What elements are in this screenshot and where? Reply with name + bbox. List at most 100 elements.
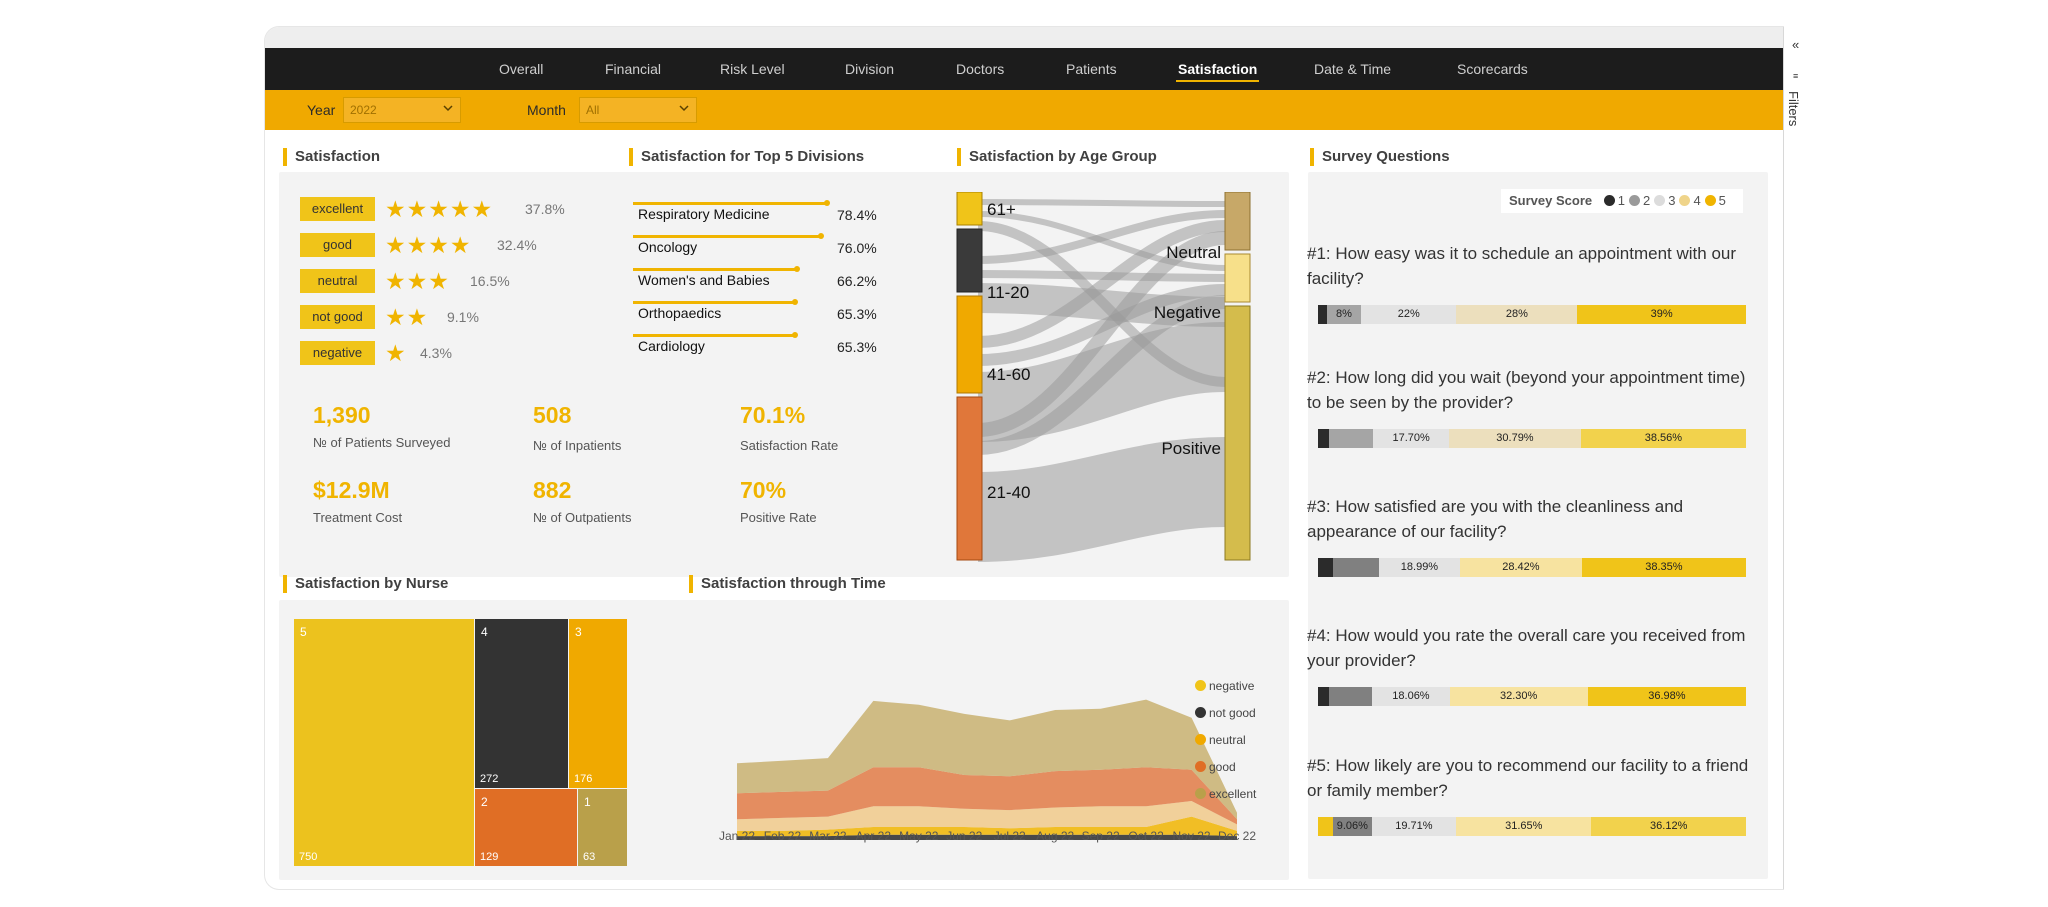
score-segment[interactable]: 19.71% [1371,817,1457,836]
question-text: #3: How satisfied are you with the clean… [1307,497,1684,541]
sankey-source-label: 41-60 [987,365,1030,384]
filters-pane-toggle[interactable]: Filters [1786,91,1801,127]
area-series-excellent[interactable] [737,699,1237,820]
sankey-node [1224,305,1251,561]
legend-dot-icon [1704,195,1716,206]
score-segment[interactable]: 39% [1577,305,1746,324]
score-segment[interactable] [1318,687,1329,706]
survey-legend-title: Survey Score [1509,193,1593,208]
area-series-not-good[interactable] [737,816,1237,837]
score-segment[interactable] [1318,305,1327,324]
filter-funnel-icon[interactable]: ≡ [1793,71,1799,81]
year-select[interactable]: 2022 [343,97,461,123]
score-segment[interactable] [1328,687,1373,706]
star-icon-row: ★★★ [385,268,450,294]
sankey-source-label: 11-20 [987,283,1029,302]
score-segment[interactable]: 36.12% [1591,817,1746,836]
chevron-down-icon [443,105,453,112]
x-axis-tick-label: May 22 [899,829,939,843]
tab-scorecards[interactable]: Scorecards [1457,61,1528,77]
score-segment[interactable]: 18.06% [1372,687,1450,706]
area-series-good[interactable] [737,767,1237,825]
question-score-bar: 18.99% 28.42% 38.35% [1318,558,1746,577]
tab-overall[interactable]: Overall [499,61,544,77]
score-segment[interactable]: 18.99% [1378,558,1461,577]
tab-date-time[interactable]: Date & Time [1314,61,1392,77]
score-segment[interactable] [1332,558,1379,577]
sankey-target-label: Negative [1154,303,1221,322]
nurse-id: 3 [575,625,582,639]
kpi-value: 70.1% [740,402,806,428]
tab-division[interactable]: Division [845,61,895,77]
nurse-id: 5 [300,625,307,639]
satisfaction-title: Satisfaction [283,148,380,166]
kpi-value: $12.9M [313,477,390,503]
rating-label: negative [300,341,375,365]
time-legend-item[interactable]: not good [1195,706,1256,720]
nurse-count: 63 [583,851,596,863]
time-chart-title: Satisfaction through Time [689,575,886,593]
time-legend-item[interactable]: excellent [1195,787,1256,801]
tab-satisfaction[interactable]: Satisfaction [1175,48,1260,90]
score-segment[interactable]: 28% [1456,305,1578,324]
x-axis-tick-label: Nov 22 [1172,829,1211,843]
time-legend-item[interactable]: good [1195,760,1236,774]
sankey-target-label: Neutral [1166,243,1221,262]
score-segment[interactable] [1318,817,1333,836]
score-segment[interactable]: 31.65% [1456,817,1592,836]
collapse-icon[interactable]: « [1792,37,1800,52]
score-segment[interactable] [1318,558,1333,577]
division-pct: 65.3% [837,339,877,355]
nurse-tile[interactable]: 2 129 [475,789,577,866]
legend-dot-icon [1195,734,1206,745]
kpi-value: 882 [533,477,572,503]
score-segment[interactable]: 22% [1361,305,1457,324]
division-name: Respiratory Medicine [638,206,770,222]
survey-legend-item[interactable]: 1 [1603,193,1625,208]
score-segment[interactable]: 36.98% [1587,687,1746,706]
time-legend-item[interactable]: neutral [1195,733,1246,747]
tab-risk-level[interactable]: Risk Level [720,61,785,77]
divisions-title: Satisfaction for Top 5 Divisions [629,148,864,166]
area-series-neutral[interactable] [737,801,1237,831]
nurse-tile[interactable]: 1 63 [578,789,627,866]
survey-legend-item[interactable]: 4 [1679,193,1701,208]
nurse-tile[interactable]: 3 176 [569,619,627,788]
sankey-link [977,220,1226,348]
sankey-link [977,295,1226,455]
survey-legend-item[interactable]: 2 [1628,193,1651,208]
score-segment[interactable]: 28.42% [1460,558,1582,577]
score-segment[interactable]: 30.79% [1449,429,1581,448]
survey-legend-item[interactable]: 3 [1654,193,1675,208]
legend-label: 2 [1642,193,1651,208]
area-series-negative[interactable] [737,834,1237,840]
sankey-link [977,199,1226,207]
nurse-tile[interactable]: 4 272 [475,619,568,788]
survey-legend-item[interactable]: 5 [1704,193,1726,208]
legend-label: excellent [1209,787,1257,801]
survey-title: Survey Questions [1310,148,1450,166]
x-axis-tick-label: Apr 22 [855,829,892,843]
score-segment[interactable]: 38.56% [1580,429,1746,448]
score-segment[interactable]: 8% [1326,305,1362,324]
score-segment[interactable] [1318,429,1329,448]
score-segment[interactable] [1328,429,1374,448]
tab-financial[interactable]: Financial [605,61,662,77]
nurse-tile[interactable]: 5 750 [294,619,474,866]
rating-pct: 16.5% [470,273,510,289]
score-segment[interactable]: 32.30% [1449,687,1588,706]
tab-doctors[interactable]: Doctors [956,61,1005,77]
question-text: #4: How would you rate the overall care … [1307,626,1746,670]
score-segment[interactable]: 17.70% [1373,429,1450,448]
star-icon-row: ★★★★ [385,232,472,258]
score-segment[interactable]: 38.35% [1581,558,1746,577]
score-segment[interactable]: 9.06% [1332,817,1372,836]
time-legend-item[interactable]: negative [1195,679,1254,693]
month-select[interactable]: All [579,97,697,123]
x-axis-tick-label: Feb 22 [763,829,802,843]
legend-dot-icon [1628,195,1640,206]
tab-patients[interactable]: Patients [1066,61,1117,77]
division-name: Oncology [638,239,698,255]
legend-dot-icon [1195,707,1206,718]
question-text: #2: How long did you wait (beyond your a… [1307,368,1746,412]
